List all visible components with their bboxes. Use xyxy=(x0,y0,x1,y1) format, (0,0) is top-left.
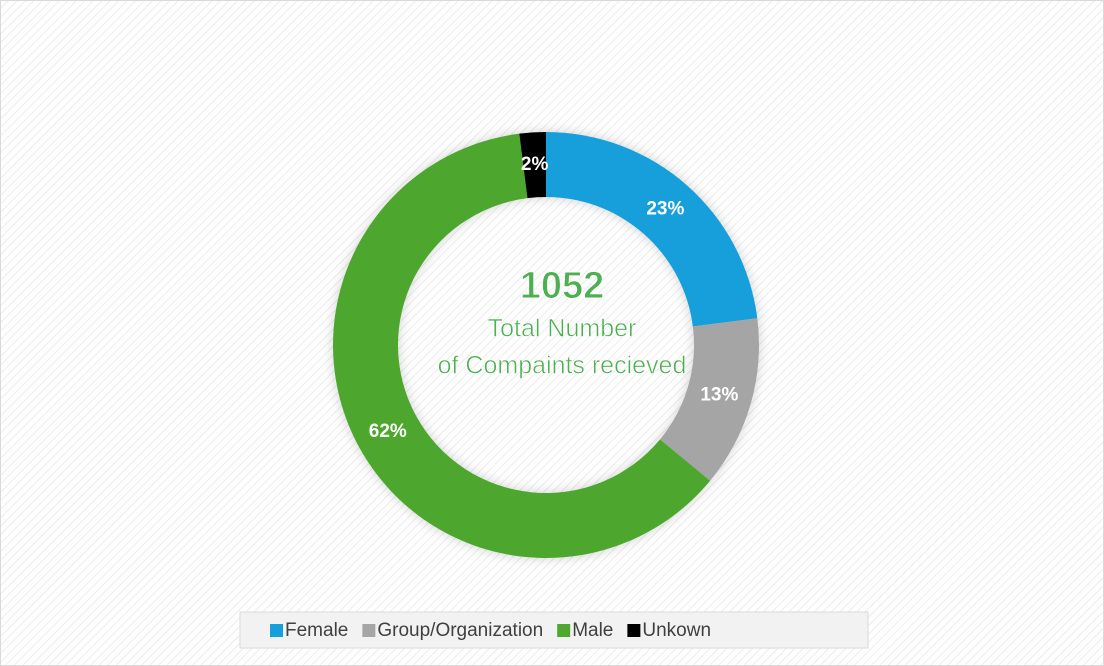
legend-label: Group/Organization xyxy=(377,620,543,641)
donut-segment xyxy=(333,133,711,558)
data-label: 2% xyxy=(521,154,549,175)
donut-segment xyxy=(519,132,546,199)
data-label: 13% xyxy=(700,384,738,405)
legend-swatch xyxy=(627,624,641,637)
data-label: 23% xyxy=(646,199,684,220)
legend: Female Group/Organization Male Unkown xyxy=(270,620,711,641)
donut-segment xyxy=(660,318,759,481)
legend-label: Female xyxy=(285,620,348,641)
center-label: Total Number xyxy=(488,315,637,343)
legend-swatch xyxy=(557,624,571,637)
data-label: 62% xyxy=(369,421,407,442)
legend-swatch xyxy=(362,624,376,637)
donut xyxy=(333,132,759,558)
donut-segment xyxy=(546,132,758,327)
legend-label: Male xyxy=(572,620,613,641)
legend-label: Unkown xyxy=(642,620,711,641)
legend-box xyxy=(239,611,869,649)
center-label: of Compaints recieved xyxy=(438,352,687,380)
center-value: 1052 xyxy=(520,265,605,307)
legend-swatch xyxy=(270,624,283,637)
